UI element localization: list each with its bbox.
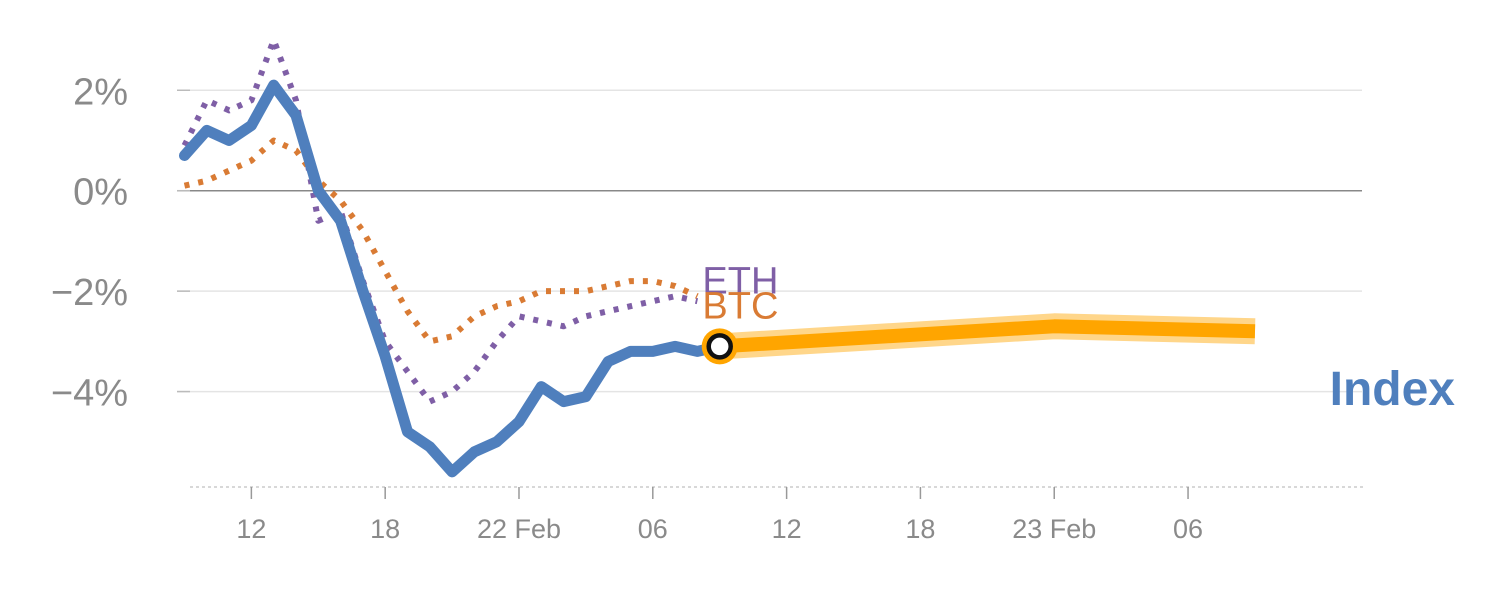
y-tick-label: −4% <box>51 373 128 415</box>
grid-layer <box>177 89 1362 393</box>
eth-series-line <box>181 37 699 405</box>
x-tick-label: 12 <box>772 514 802 544</box>
eth-series-label: ETH <box>702 261 778 303</box>
y-tick-label: 2% <box>73 71 128 113</box>
label-layer: ETH BTC Index <box>702 261 1455 416</box>
y-tick-label: 0% <box>73 172 128 214</box>
btc-series-line <box>183 137 699 345</box>
x-tick-label: 18 <box>370 514 400 544</box>
index-series-line <box>179 79 726 478</box>
axis-layer: 2% 0% −2% −4% 12 18 22 Feb 06 12 18 23 Feb 06 <box>51 71 1366 544</box>
index-series-label: Index <box>1330 363 1456 416</box>
x-tick-label: 12 <box>236 514 266 544</box>
btc-series-label: BTC <box>702 286 778 328</box>
x-tick-label: 22 Feb <box>477 514 561 544</box>
x-tick-label: 06 <box>638 514 668 544</box>
x-tick-label: 06 <box>1173 514 1203 544</box>
x-tick-label: 23 Feb <box>1012 514 1096 544</box>
current-point-marker <box>706 333 733 360</box>
x-tick-label: 18 <box>905 514 935 544</box>
forecast-band-line <box>719 319 1256 354</box>
y-tick-label: −2% <box>51 272 128 314</box>
series-layer <box>179 37 1256 478</box>
